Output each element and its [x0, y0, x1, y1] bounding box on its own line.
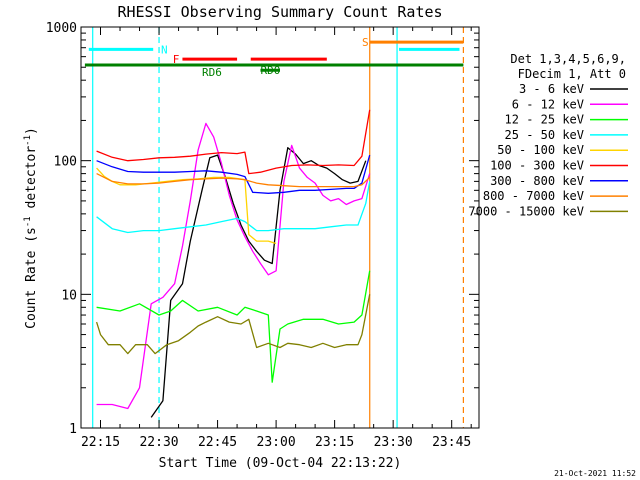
- legend-label-7000-15000-kev: 7000 - 15000 keV: [468, 204, 584, 218]
- flag-label-s: S: [362, 36, 369, 49]
- x-tick-label: 22:30: [139, 435, 178, 450]
- legend-header-1: Det 1,3,4,5,6,9,: [510, 52, 626, 66]
- x-tick-label: 23:15: [315, 435, 354, 450]
- legend-label-300-800-kev: 300 - 800 keV: [490, 174, 584, 188]
- legend-label-800-7000-kev: 800 - 7000 keV: [483, 189, 584, 203]
- y-tick-label: 1000: [46, 21, 77, 36]
- x-tick-label: 23:45: [432, 435, 471, 450]
- x-tick-label: 23:30: [374, 435, 413, 450]
- x-axis-label: Start Time (09-Oct-04 22:13:22): [159, 456, 402, 471]
- y-label-exp-2: -1: [23, 135, 33, 146]
- legend-label-25-50-kev: 25 - 50 keV: [505, 128, 584, 142]
- footer-timestamp: 21-Oct-2021 11:52: [554, 469, 636, 478]
- legend-label-100-300-kev: 100 - 300 keV: [490, 159, 584, 173]
- y-label-exp-1: -1: [23, 216, 33, 227]
- flag-label-n: N: [161, 43, 168, 56]
- legend-label-6-12-kev: 6 - 12 keV: [512, 97, 584, 111]
- y-tick-label: 100: [54, 155, 77, 170]
- y-label-end: ): [24, 127, 39, 135]
- y-tick-label: 1: [69, 422, 77, 437]
- flag-label-rd6: RD6: [202, 66, 222, 79]
- x-tick-label: 23:00: [257, 435, 296, 450]
- x-tick-label: 22:15: [81, 435, 120, 450]
- y-label-main: Count Rate (s: [24, 227, 39, 329]
- legend-header-2: FDecim 1, Att 0: [518, 67, 626, 81]
- chart-title: RHESSI Observing Summary Count Rates: [117, 3, 442, 21]
- flag-label-rd0: RD0: [260, 64, 280, 77]
- y-tick-label: 10: [61, 288, 77, 303]
- legend-label-50-100-kev: 50 - 100 keV: [497, 143, 584, 157]
- y-label-mid: detector: [24, 146, 39, 217]
- x-tick-label: 22:45: [198, 435, 237, 450]
- legend-label-12-25-kev: 12 - 25 keV: [505, 113, 584, 127]
- y-axis-label: Count Rate (s-1 detector-1): [23, 127, 39, 329]
- legend-label-3-6-kev: 3 - 6 keV: [519, 82, 584, 96]
